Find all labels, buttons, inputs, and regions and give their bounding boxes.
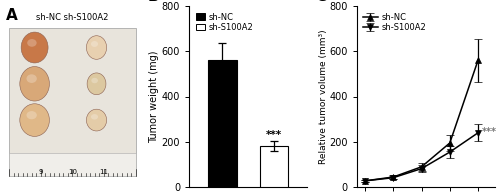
Y-axis label: Tumor weight (mg): Tumor weight (mg) [149, 50, 159, 143]
Ellipse shape [26, 111, 37, 119]
Text: 9: 9 [38, 169, 43, 175]
Ellipse shape [27, 39, 36, 47]
Ellipse shape [86, 109, 106, 131]
Y-axis label: Relative tumor volume (mm³): Relative tumor volume (mm³) [318, 29, 328, 164]
Text: ***: *** [482, 127, 498, 137]
Text: ***: *** [266, 130, 282, 140]
Text: 11: 11 [100, 169, 108, 175]
Ellipse shape [86, 36, 106, 59]
Ellipse shape [20, 67, 50, 101]
Bar [260, 146, 288, 187]
Ellipse shape [21, 32, 48, 63]
Ellipse shape [87, 73, 106, 95]
Ellipse shape [26, 74, 37, 83]
Bar [9, 28, 136, 176]
Text: B: B [148, 0, 160, 4]
Ellipse shape [92, 78, 98, 83]
Text: C: C [315, 0, 326, 4]
Ellipse shape [20, 104, 50, 136]
Text: sh-NC sh-S100A2: sh-NC sh-S100A2 [36, 13, 109, 22]
Ellipse shape [91, 41, 98, 47]
Ellipse shape [91, 114, 98, 119]
Text: A: A [6, 8, 18, 23]
Bar [208, 60, 236, 187]
Legend: sh-NC, sh-S100A2: sh-NC, sh-S100A2 [196, 12, 254, 33]
Legend: sh-NC, sh-S100A2: sh-NC, sh-S100A2 [362, 12, 427, 33]
Text: 10: 10 [68, 169, 77, 175]
Bar [9, 153, 136, 176]
